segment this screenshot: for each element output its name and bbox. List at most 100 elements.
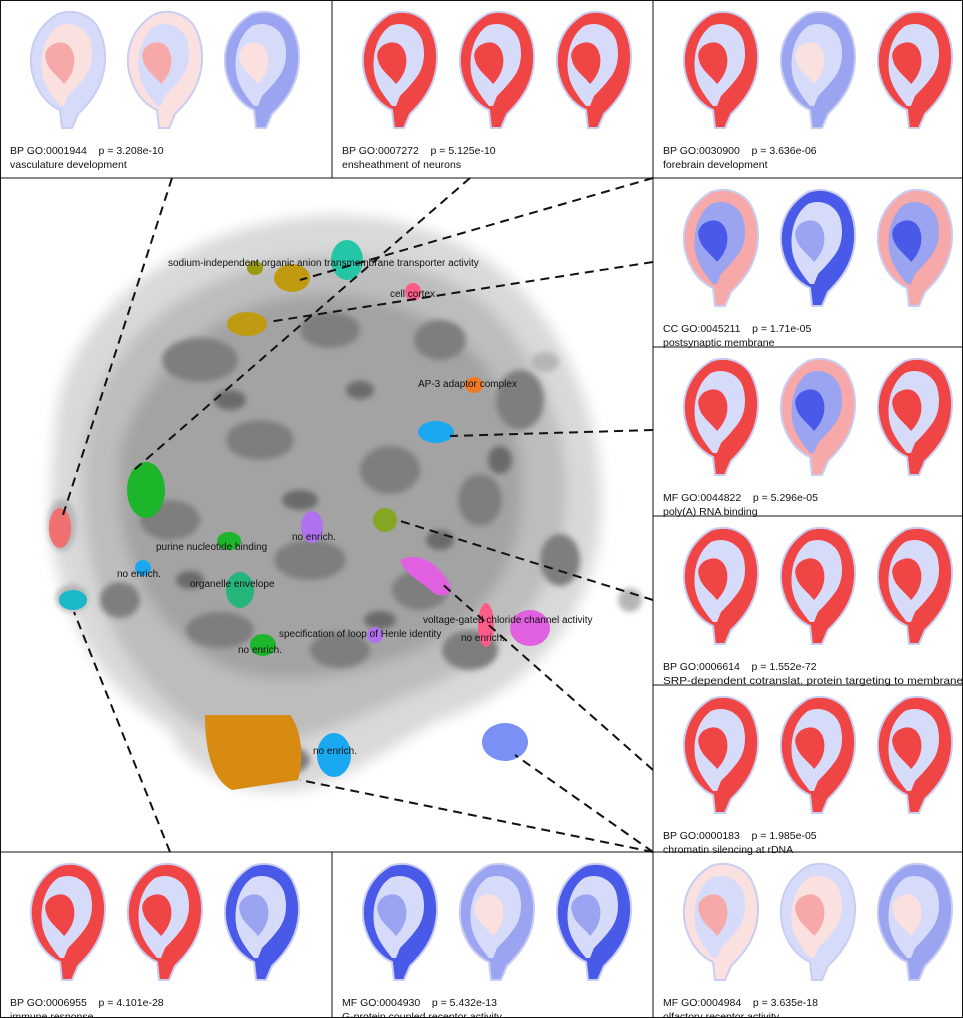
cluster-cell-cortex — [405, 283, 421, 301]
connector-gpcr — [299, 779, 654, 853]
panel-term: poly(A) RNA binding — [663, 506, 758, 518]
label-no-enrich-5: no enrich. — [313, 746, 357, 757]
cluster-magenta-right — [510, 610, 550, 646]
label-no-enrich-3: no enrich. — [461, 633, 505, 644]
panel-term: postsynaptic membrane — [663, 337, 775, 349]
density-cores — [176, 381, 512, 629]
label-no-enrich-4: no enrich. — [238, 645, 282, 656]
panel-immune: BP GO:0006955 p = 4.101e-28 immune respon… — [10, 863, 301, 1018]
brain-section-2 — [779, 358, 857, 476]
label-chloride: voltage-gated chloride channel activity — [423, 615, 593, 626]
brain-section-1 — [361, 11, 439, 130]
connector-postsynaptic — [267, 261, 654, 323]
cluster-blue-mid — [418, 421, 454, 443]
brain-section-3 — [223, 863, 301, 981]
panel-go-id: BP GO:0006955 p = 4.101e-28 — [10, 997, 164, 1009]
brain-section-3 — [223, 11, 301, 130]
cluster-green-purine — [217, 532, 241, 550]
cluster-gold-mid — [227, 312, 267, 336]
cluster-periwinkle — [482, 723, 528, 761]
cluster-lilac-small — [367, 627, 383, 643]
panel-polya: MF GO:0044822 p = 5.296e-05 poly(A) RNA b… — [663, 358, 954, 518]
panel-go-id: BP GO:0001944 p = 3.208e-10 — [10, 145, 164, 157]
panel-go-id: BP GO:0006614 p = 1.552e-72 — [663, 661, 817, 673]
brain-section-1 — [682, 527, 760, 645]
panel-go-id: BP GO:0007272 p = 5.125e-10 — [342, 145, 496, 157]
panel-go-id: BP GO:0030900 p = 3.636e-06 — [663, 145, 817, 157]
brain-section-3 — [876, 527, 954, 645]
brain-section-2 — [779, 527, 857, 645]
cluster-green-large — [127, 462, 165, 518]
brain-section-3 — [555, 863, 633, 981]
cluster-olive-small — [247, 261, 263, 275]
panel-go-id: MF GO:0044822 p = 5.296e-05 — [663, 492, 818, 504]
cluster-green-henle — [250, 634, 276, 656]
cluster-pink-chloride — [478, 603, 494, 647]
brain-section-2 — [126, 11, 204, 130]
connector-forebrain — [299, 177, 654, 281]
panel-term: SRP-dependent cotranslat. protein target… — [663, 675, 963, 687]
label-henle: specification of loop of Henle identity — [279, 629, 441, 640]
panel-term: ensheathment of neurons — [342, 159, 461, 171]
brain-section-1 — [361, 863, 439, 981]
cluster-salmon — [49, 508, 71, 548]
map-labels: sodium-independent organic anion transme… — [117, 258, 593, 757]
brain-section-1 — [29, 863, 107, 981]
panel-term: chromatin silencing at rDNA — [663, 844, 793, 856]
connector-polya — [449, 429, 654, 437]
panel-term: vasculature development — [10, 159, 127, 171]
cluster-ap3 — [465, 377, 483, 393]
cluster-blue-small — [135, 560, 151, 576]
brain-section-2 — [458, 11, 536, 130]
connector-immune — [73, 611, 171, 853]
brain-section-3 — [555, 11, 633, 130]
brain-section-1 — [682, 358, 760, 476]
brain-section-3 — [876, 358, 954, 476]
brain-section-1 — [682, 696, 760, 814]
cluster-blue-lower — [317, 733, 351, 777]
panel-go-id: CC GO:0045211 p = 1.71e-05 — [663, 323, 812, 335]
connector-lines — [61, 177, 654, 853]
cluster-gold-top — [274, 264, 310, 292]
panel-go-id: MF GO:0004984 p = 3.635e-18 — [663, 997, 818, 1009]
panel-postsynaptic: CC GO:0045211 p = 1.71e-05 postsynaptic m… — [663, 189, 954, 349]
label-no-enrich-1: no enrich. — [292, 532, 336, 543]
connector-chromatin — [439, 581, 654, 771]
cluster-cyan-left — [59, 590, 87, 610]
panel-go-id: BP GO:0000183 p = 1.985e-05 — [663, 830, 817, 842]
label-no-enrich-2: no enrich. — [117, 569, 161, 580]
brain-section-3 — [876, 696, 954, 814]
brain-section-2 — [779, 11, 857, 130]
panel-term: G-protein coupled receptor activity — [342, 1011, 503, 1018]
brain-section-1 — [29, 11, 107, 130]
cluster-amber-large — [205, 715, 302, 790]
brain-section-1 — [682, 863, 760, 981]
panel-forebrain: BP GO:0030900 p = 3.636e-06 forebrain dev… — [663, 11, 954, 171]
cluster-lilac — [301, 511, 323, 543]
density-map: sodium-independent organic anion transme… — [0, 177, 654, 853]
connector-olfactory — [514, 754, 654, 853]
panel-chromatin: BP GO:0000183 p = 1.985e-05 chromatin sil… — [663, 696, 954, 856]
brain-section-3 — [876, 11, 954, 130]
label-organelle: organelle envelope — [190, 579, 275, 590]
cluster-organelle — [226, 572, 254, 608]
panel-vasculature: BP GO:0001944 p = 3.208e-10 vasculature d… — [10, 11, 301, 171]
brain-section-1 — [682, 11, 760, 130]
panel-term: forebrain development — [663, 159, 768, 171]
panel-ensheathment: BP GO:0007272 p = 5.125e-10 ensheathment … — [342, 11, 633, 171]
panel-srp: BP GO:0006614 p = 1.552e-72 SRP-dependent… — [663, 527, 963, 687]
brain-section-2 — [779, 863, 857, 981]
label-sodium: sodium-independent organic anion transme… — [168, 258, 479, 269]
brain-section-2 — [779, 696, 857, 814]
cluster-moss — [373, 508, 397, 532]
brain-section-3 — [876, 189, 954, 307]
panel-gpcr: MF GO:0004930 p = 5.432e-13 G-protein cou… — [342, 863, 633, 1018]
label-cell-cortex: cell cortex — [390, 289, 435, 300]
cluster-magenta — [400, 556, 451, 596]
brain-section-2 — [458, 863, 536, 981]
label-ap3: AP-3 adaptor complex — [418, 379, 517, 390]
brain-section-1 — [682, 189, 760, 307]
panel-olfactory: MF GO:0004984 p = 3.635e-18 olfactory rec… — [663, 863, 954, 1018]
cluster-points — [49, 240, 550, 790]
